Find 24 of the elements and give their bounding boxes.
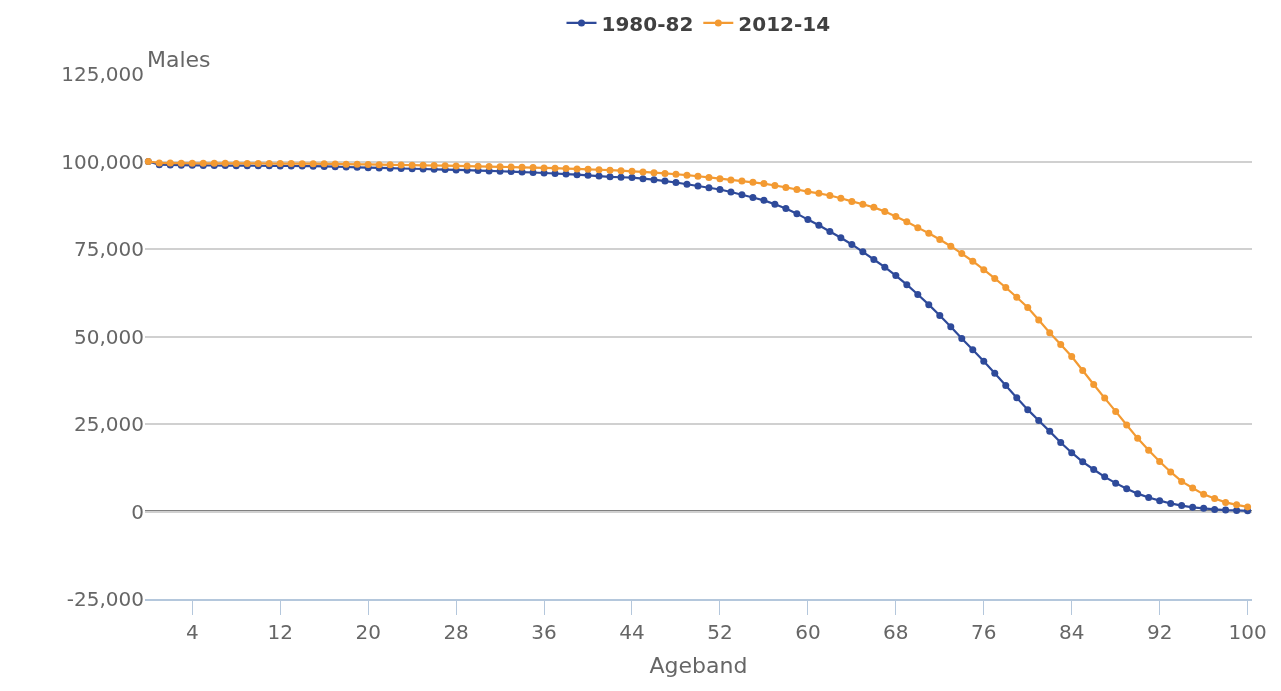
x-axis-title: Ageband <box>649 653 748 679</box>
x-tick-label: 76 <box>971 619 997 644</box>
legend-label: 2012-14 <box>738 11 831 36</box>
x-tick-label: 68 <box>883 619 909 644</box>
x-tick-label: 60 <box>795 619 821 644</box>
x-tick-label: 4 <box>185 619 199 644</box>
x-tick-label: 100 <box>1228 619 1267 644</box>
legend-label: 1980-82 <box>601 11 694 36</box>
y-tick-label: -25,000 <box>66 587 144 611</box>
y-tick-label: 50,000 <box>74 324 144 349</box>
x-tick-label: 36 <box>531 619 557 644</box>
x-tick-label: 84 <box>1058 619 1085 644</box>
x-tick-label: 92 <box>1146 619 1173 644</box>
y-tick-label: 100,000 <box>61 149 144 174</box>
x-tick-label: 52 <box>707 619 733 644</box>
x-tick-label: 44 <box>619 619 645 644</box>
x-tick-label: 28 <box>443 619 469 644</box>
x-tick-label: 20 <box>355 619 381 644</box>
y-tick-label: 125,000 <box>61 62 144 86</box>
y-tick-label: 0 <box>131 499 144 524</box>
y-tick-label: 75,000 <box>74 237 144 261</box>
y-tick-label: 25,000 <box>74 412 144 436</box>
x-tick-label: 12 <box>267 619 293 644</box>
text: Males <box>147 47 211 72</box>
